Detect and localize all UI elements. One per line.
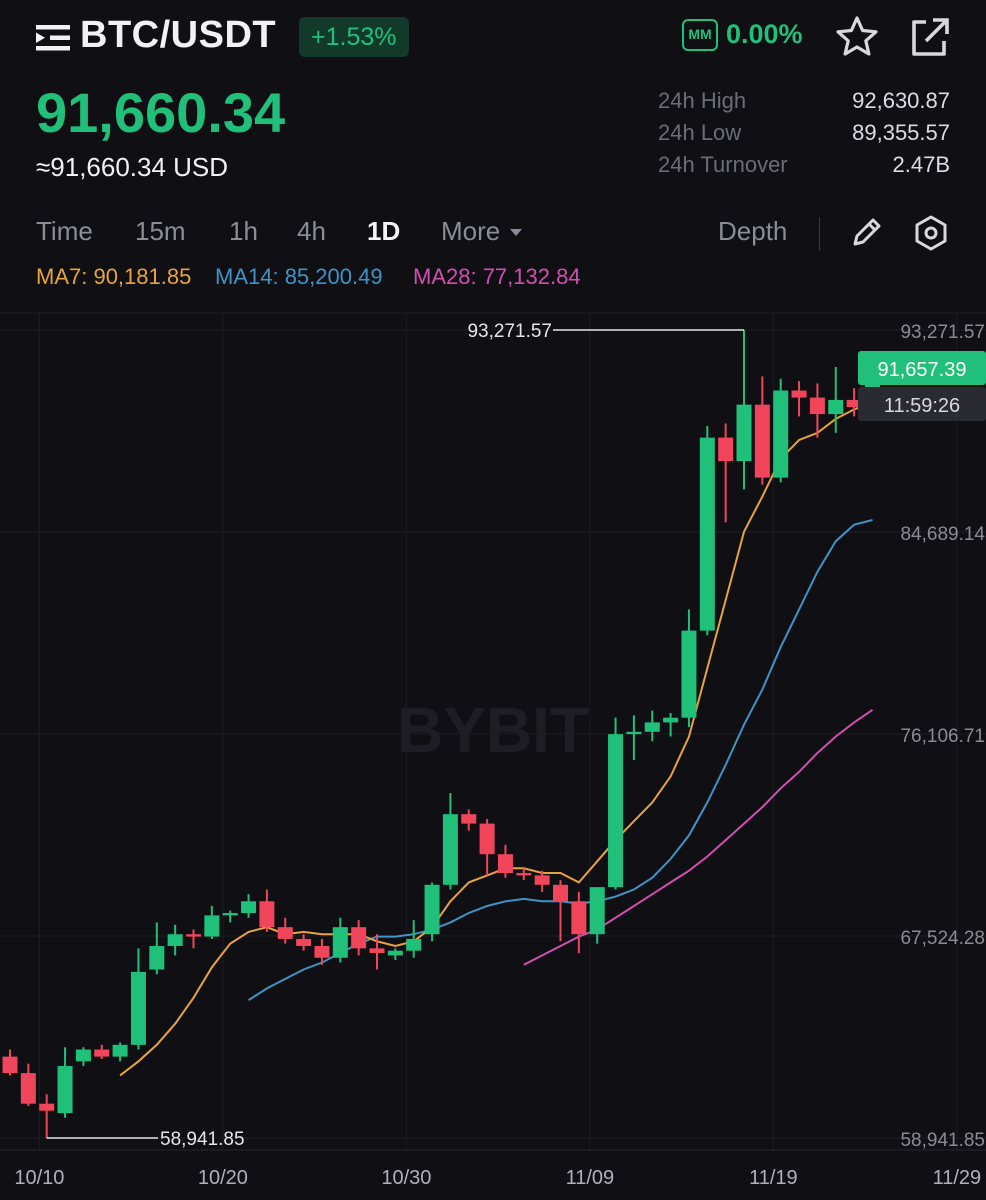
ma7-line xyxy=(119,401,873,1077)
menu-icon[interactable] xyxy=(36,24,70,52)
ma14-label: MA14: 85,200.49 xyxy=(215,264,383,289)
candle-up xyxy=(608,717,624,890)
tab-1h[interactable]: 1h xyxy=(229,216,258,246)
candle-down xyxy=(497,844,513,878)
candle-up xyxy=(644,710,660,742)
candle-down xyxy=(296,934,312,951)
y-tick-label: 67,524.28 xyxy=(900,928,985,949)
candle-up xyxy=(204,905,220,939)
candle-up xyxy=(222,910,238,923)
candle-up xyxy=(773,378,789,483)
candle-up xyxy=(424,882,440,942)
share-icon[interactable] xyxy=(906,14,952,60)
stat-low-value: 89,355.57 xyxy=(852,120,950,145)
stat-turnover-label: 24h Turnover xyxy=(658,152,788,177)
current-price-label: 91,657.39 xyxy=(878,359,967,381)
star-icon[interactable] xyxy=(834,14,880,60)
ma28-label: MA28: 77,132.84 xyxy=(413,264,581,289)
candle-down xyxy=(791,381,807,417)
candle-down xyxy=(39,1094,55,1138)
candle-down xyxy=(754,376,770,485)
y-tick-label: 58,941.85 xyxy=(900,1130,985,1151)
candle-down xyxy=(314,938,330,965)
candle-up xyxy=(57,1047,73,1118)
stat-high-value: 92,630.87 xyxy=(852,88,950,113)
stat-high-label: 24h High xyxy=(658,88,747,113)
candle-down xyxy=(94,1044,110,1059)
candle-up xyxy=(626,715,642,761)
candle-up xyxy=(736,330,752,490)
usd-price: ≈91,660.34 USD xyxy=(36,152,229,182)
pencil-icon[interactable] xyxy=(849,214,885,250)
settings-icon[interactable] xyxy=(912,214,950,252)
last-price: 91,660.34 xyxy=(36,81,286,144)
candle-down xyxy=(186,929,201,949)
stat-turnover-value: 2.47B xyxy=(892,152,951,177)
candle-down xyxy=(277,917,293,944)
x-tick-label: 11/29 xyxy=(933,1167,982,1189)
candle-up xyxy=(112,1042,128,1062)
candle-down xyxy=(534,870,550,892)
candle-up xyxy=(589,887,605,944)
y-tick-label: 93,271.57 xyxy=(900,322,985,343)
candle-down xyxy=(20,1063,36,1107)
ma28-line xyxy=(523,708,874,966)
candle-down xyxy=(259,889,275,932)
candle-up xyxy=(130,948,146,1050)
tab-15m[interactable]: 15m xyxy=(135,216,186,246)
candle-up xyxy=(75,1047,91,1067)
candle-down xyxy=(351,920,367,956)
ma7-label: MA7: 90,181.85 xyxy=(36,264,192,289)
candle-down xyxy=(2,1049,18,1076)
candle-down xyxy=(516,868,532,881)
candlestick-chart[interactable]: BYBIT 93,271.57 58,941.85 93,271.57 84,689… xyxy=(0,290,986,1200)
candle-down xyxy=(571,891,587,954)
candle-up xyxy=(332,917,348,963)
tab-time[interactable]: Time xyxy=(36,216,93,246)
tab-1d[interactable]: 1D xyxy=(367,216,401,246)
candle-down xyxy=(846,388,862,417)
x-tick-label: 10/10 xyxy=(14,1167,64,1189)
candle-down xyxy=(809,383,825,438)
candle-down xyxy=(553,880,568,942)
depth-button[interactable]: Depth xyxy=(718,216,788,246)
tab-more[interactable]: More xyxy=(441,216,501,246)
candle-up xyxy=(828,366,844,433)
stat-low-label: 24h Low xyxy=(658,120,742,145)
candle-up xyxy=(387,948,403,961)
mm-badge[interactable]: MM xyxy=(682,19,718,51)
current-price-tag xyxy=(858,350,986,385)
countdown-label: 11:59:26 xyxy=(884,395,960,417)
mm-rate-value[interactable]: 0.00% xyxy=(726,19,803,49)
caret-down-icon[interactable] xyxy=(510,229,522,236)
countdown-tag xyxy=(858,386,986,421)
y-tick-label: 84,689.14 xyxy=(900,524,985,545)
change-badge: +1.53% xyxy=(299,17,409,57)
x-tick-label: 11/19 xyxy=(749,1167,798,1189)
candle-up xyxy=(663,712,679,737)
candle-up xyxy=(681,609,697,728)
tab-4h[interactable]: 4h xyxy=(297,216,326,246)
toolbar-divider xyxy=(819,217,820,251)
candle-down xyxy=(369,934,385,970)
x-tick-label: 11/09 xyxy=(566,1167,615,1189)
candle-down xyxy=(718,423,734,523)
low-marker-label: 58,941.85 xyxy=(160,1129,245,1150)
candle-down xyxy=(479,818,495,876)
watermark: BYBIT xyxy=(397,694,589,766)
candle-up xyxy=(167,924,183,956)
pair-title[interactable]: BTC/USDT xyxy=(80,14,277,56)
y-tick-label: 76,106.71 xyxy=(900,726,985,747)
candle-up xyxy=(149,922,165,975)
candle-up xyxy=(699,425,715,636)
candle-up xyxy=(442,792,458,890)
x-tick-label: 10/30 xyxy=(381,1167,431,1189)
candle-up xyxy=(406,920,422,958)
high-marker-label: 93,271.57 xyxy=(467,321,552,342)
candle-up xyxy=(241,894,257,918)
candle-down xyxy=(461,809,477,831)
x-tick-label: 10/20 xyxy=(198,1167,248,1189)
